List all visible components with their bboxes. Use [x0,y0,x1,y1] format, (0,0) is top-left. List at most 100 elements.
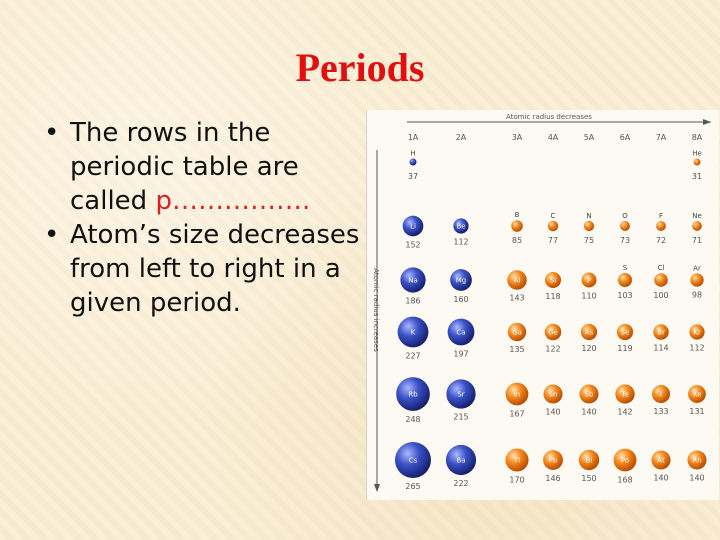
radius-value-c: 77 [548,236,558,245]
radius-value-p: 110 [581,291,596,300]
atom-ca [447,318,475,346]
atom-at [651,450,671,470]
element-symbol-s: S [623,264,628,272]
element-symbol-ba: Ba [456,457,465,465]
element-symbol-o: O [622,212,628,220]
element-symbol-mg: Mg [456,277,466,285]
element-symbol-pb: Pb [549,457,558,465]
atom-rn [687,450,707,470]
atom-f [656,221,666,231]
element-symbol-h: H [410,150,415,158]
radius-value-sb: 140 [581,408,596,417]
atom-h [409,158,417,166]
atom-ge [544,323,562,341]
atom-sn [543,384,563,404]
element-symbol-po: Po [621,457,629,465]
atom-ne [692,221,702,231]
radius-value-li: 152 [405,240,420,249]
atom-po [613,448,637,472]
atom-te [615,384,635,404]
group-label-8a: 8A [692,133,703,142]
radius-value-pb: 146 [545,474,560,483]
vertical-axis-label: Atomic radius increases [372,268,380,352]
atom-b [511,220,523,232]
atom-cl [654,273,668,287]
radius-value-te: 142 [617,408,632,417]
radius-value-ba: 222 [453,479,468,488]
element-symbol-rn: Rn [692,457,701,465]
radius-value-tl: 170 [509,476,524,485]
atom-kr [689,324,705,340]
group-label-4a: 4A [548,133,559,142]
atom-sr [446,379,476,409]
element-symbol-cl: Cl [658,264,665,272]
atom-i [651,384,671,404]
element-symbol-li: Li [410,223,416,231]
horizontal-axis-arrowhead [703,119,711,125]
bullet-item: The rows in the periodic table are calle… [44,116,364,218]
group-label-5a: 5A [584,133,595,142]
slide-title: Periods [295,45,425,90]
element-symbol-ga: Ga [512,329,522,337]
element-symbol-in: In [514,391,521,399]
bullet-text: Atom’s size decreases from left to right… [70,220,360,318]
element-symbol-k: K [411,329,416,337]
atom-p [581,272,597,288]
atom-na [400,267,426,293]
radius-value-s: 103 [617,291,632,300]
atom-s [618,273,632,287]
radius-value-in: 167 [509,409,524,418]
group-label-3a: 3A [512,133,523,142]
atom-in [505,382,529,406]
element-symbol-se: Se [621,329,630,337]
radius-value-ge: 122 [545,344,560,353]
atom-mg [450,269,472,291]
element-symbol-ge: Ge [548,329,558,337]
radius-value-rn: 140 [689,474,704,483]
element-symbol-sr: Sr [457,391,464,399]
atom-k [397,316,429,348]
element-symbol-ne: Ne [692,212,702,220]
radius-value-sr: 215 [453,413,468,422]
radius-value-ne: 71 [692,236,702,245]
atom-se [616,323,634,341]
atom-ar [690,273,704,287]
radius-value-rb: 248 [405,415,420,424]
vertical-axis-arrowhead [374,484,380,492]
element-symbol-be: Be [456,223,465,231]
element-symbol-br: Br [657,329,665,337]
atom-c [547,220,559,232]
atom-be [453,218,469,234]
radius-value-cl: 100 [653,291,668,300]
radius-value-at: 140 [653,474,668,483]
element-symbol-cs: Cs [409,457,418,465]
radius-value-al: 143 [509,294,524,303]
radius-value-n: 75 [584,236,594,245]
radius-value-as: 120 [581,344,596,353]
atom-tl [505,448,529,472]
atomic-radius-figure: Atomic radius decreases Atomic radius in… [366,110,719,500]
element-symbol-c: C [551,212,556,220]
radius-value-xe: 131 [689,407,704,416]
atom-n [583,220,595,232]
element-symbol-f: F [659,212,663,220]
radius-value-b: 85 [512,236,522,245]
element-symbol-i: I [660,391,662,399]
radius-value-se: 119 [617,344,632,353]
group-label-7a: 7A [656,133,667,142]
radius-value-f: 72 [656,236,666,245]
atom-br [653,324,669,340]
atom-as [580,323,598,341]
group-label-1a: 1A [408,133,419,142]
element-symbol-rb: Rb [408,391,418,399]
radius-value-si: 118 [545,292,560,301]
atom-al [507,270,527,290]
radius-value-po: 168 [617,475,632,484]
radius-value-sn: 140 [545,408,560,417]
element-symbol-sb: Sb [585,391,594,399]
element-symbol-bi: Bi [586,457,593,465]
radius-value-k: 227 [405,351,420,360]
element-symbol-na: Na [408,277,418,285]
atom-he [693,158,701,166]
radius-value-ca: 197 [453,349,468,358]
